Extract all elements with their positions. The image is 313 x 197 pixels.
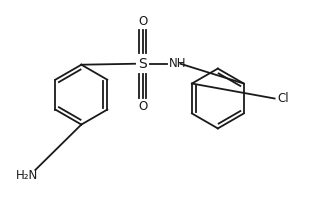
Text: NH: NH: [169, 57, 186, 70]
Text: H₂N: H₂N: [15, 169, 38, 182]
Text: O: O: [138, 100, 147, 113]
Text: O: O: [138, 15, 147, 28]
Text: Cl: Cl: [278, 92, 289, 105]
Text: S: S: [138, 57, 147, 71]
